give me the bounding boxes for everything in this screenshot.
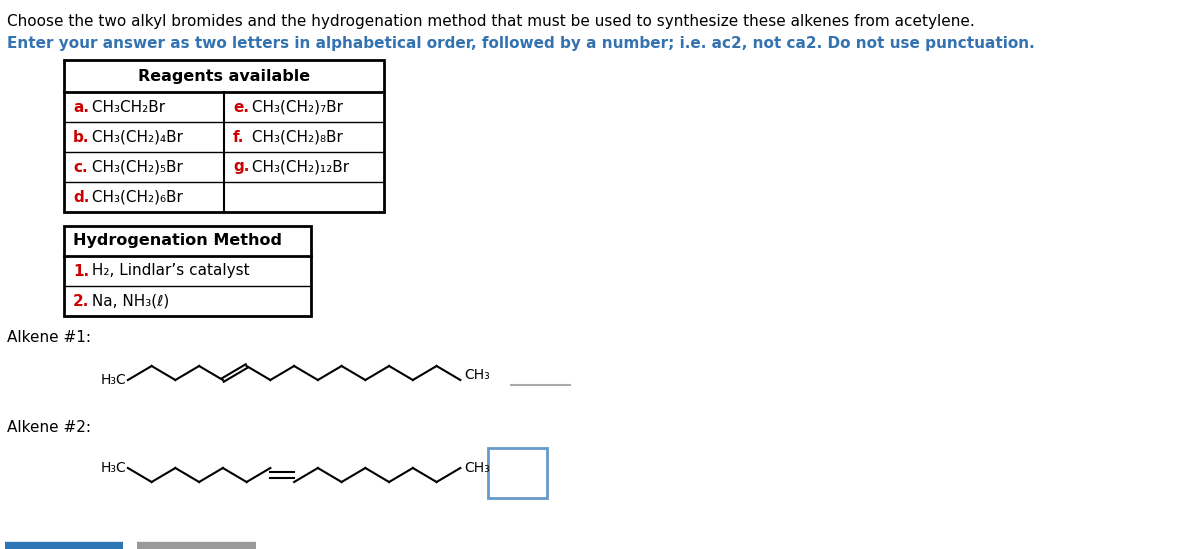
Text: H₃C: H₃C bbox=[101, 461, 126, 475]
Text: g.: g. bbox=[233, 160, 250, 175]
Text: CH₃(CH₂)₅Br: CH₃(CH₂)₅Br bbox=[86, 160, 182, 175]
Text: CH₃(CH₂)₁₂Br: CH₃(CH₂)₁₂Br bbox=[247, 160, 349, 175]
Text: CH₃(CH₂)₆Br: CH₃(CH₂)₆Br bbox=[86, 189, 182, 204]
Text: CH₃: CH₃ bbox=[464, 368, 490, 382]
Text: CH₃(CH₂)₄Br: CH₃(CH₂)₄Br bbox=[86, 130, 182, 144]
Text: Hydrogenation Method: Hydrogenation Method bbox=[73, 233, 282, 249]
Text: Na, NH₃(ℓ): Na, NH₃(ℓ) bbox=[86, 294, 169, 309]
Text: 1.: 1. bbox=[73, 264, 89, 278]
Text: 2.: 2. bbox=[73, 294, 90, 309]
Text: Choose the two alkyl bromides and the hydrogenation method that must be used to : Choose the two alkyl bromides and the hy… bbox=[7, 14, 976, 29]
Text: CH₃(CH₂)₈Br: CH₃(CH₂)₈Br bbox=[247, 130, 342, 144]
Text: Enter your answer as two letters in alphabetical order, followed by a number; i.: Enter your answer as two letters in alph… bbox=[7, 36, 1036, 51]
Bar bbox=[64, 60, 384, 212]
Text: a.: a. bbox=[73, 99, 89, 115]
Bar bbox=[64, 226, 311, 316]
Text: c.: c. bbox=[73, 160, 88, 175]
Bar bbox=[487, 448, 547, 498]
Text: Alkene #1:: Alkene #1: bbox=[7, 330, 91, 345]
Text: d.: d. bbox=[73, 189, 90, 204]
Text: H₃C: H₃C bbox=[101, 373, 126, 387]
Text: CH₃(CH₂)₇Br: CH₃(CH₂)₇Br bbox=[247, 99, 343, 115]
Text: CH₃CH₂Br: CH₃CH₂Br bbox=[86, 99, 164, 115]
Text: e.: e. bbox=[233, 99, 248, 115]
Text: CH₃: CH₃ bbox=[464, 461, 490, 475]
Text: b.: b. bbox=[73, 130, 90, 144]
Text: f.: f. bbox=[233, 130, 245, 144]
Text: H₂, Lindlar’s catalyst: H₂, Lindlar’s catalyst bbox=[86, 264, 250, 278]
Text: Alkene #2:: Alkene #2: bbox=[7, 420, 91, 435]
Text: Reagents available: Reagents available bbox=[138, 69, 310, 83]
